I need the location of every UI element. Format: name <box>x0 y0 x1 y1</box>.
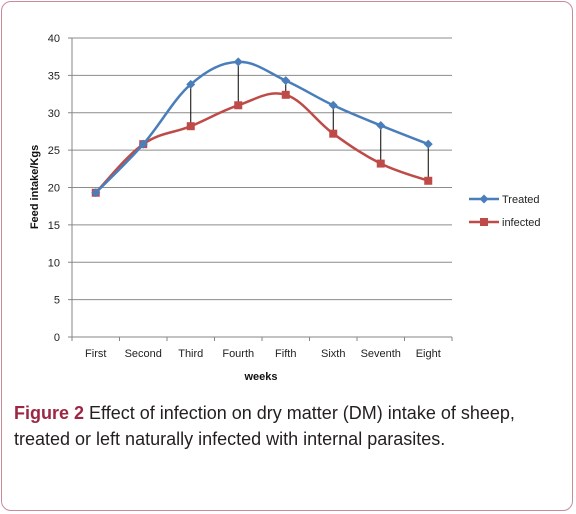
data-point-square <box>424 176 433 185</box>
data-point-diamond <box>281 76 291 86</box>
x-tick-label: Fifth <box>275 348 296 360</box>
data-point-square <box>480 218 488 226</box>
figure-label: Figure 2 <box>14 403 85 423</box>
y-tick-label: 40 <box>48 33 60 45</box>
x-tick-label: Sixth <box>321 348 345 360</box>
x-tick-label: First <box>85 348 106 360</box>
y-tick-label: 5 <box>54 295 60 307</box>
x-tick-label: Seventh <box>361 348 401 360</box>
y-axis-label: Feed intake/Kgs <box>29 145 41 229</box>
data-point-square <box>234 101 243 110</box>
x-tick-labels: First Second Third Fourth Fifth Sixth Seventh E… <box>85 348 441 360</box>
y-tick-label: 0 <box>54 332 60 344</box>
y-tick-labels: 0 5 10 15 20 25 30 35 40 <box>48 33 60 344</box>
drop-lines <box>190 61 429 181</box>
y-tick-label: 25 <box>48 145 60 157</box>
data-point-square <box>329 129 338 138</box>
data-point-diamond <box>138 139 148 149</box>
data-point-square <box>281 90 290 99</box>
data-point-diamond <box>91 188 101 198</box>
gridlines <box>68 37 453 341</box>
legend-label: infected <box>502 217 541 229</box>
data-point-diamond <box>328 100 338 110</box>
y-tick-label: 10 <box>48 257 60 269</box>
data-point-square <box>186 122 195 131</box>
series-lines <box>91 57 433 198</box>
y-tick-label: 30 <box>48 108 60 120</box>
caption-text: Effect of infection on dry matter (DM) i… <box>14 403 515 449</box>
legend-label: Treated <box>502 194 540 206</box>
legend: Treated infected <box>469 194 541 229</box>
x-tick-label: Second <box>125 348 162 360</box>
figure-caption: Figure 2 Effect of infection on dry matt… <box>14 400 554 452</box>
x-tick-label: Fourth <box>222 348 254 360</box>
data-point-square <box>376 159 385 168</box>
y-tick-label: 15 <box>48 220 60 232</box>
data-point-diamond <box>376 120 386 130</box>
data-point-diamond <box>186 79 196 89</box>
data-point-diamond <box>479 194 489 204</box>
y-tick-label: 20 <box>48 183 60 195</box>
data-point-diamond <box>233 57 243 67</box>
x-tick-label: Third <box>178 348 203 360</box>
y-tick-label: 35 <box>48 70 60 82</box>
data-point-diamond <box>423 139 433 149</box>
x-axis-label: weeks <box>243 371 277 383</box>
x-tick-label: Eight <box>416 348 441 360</box>
